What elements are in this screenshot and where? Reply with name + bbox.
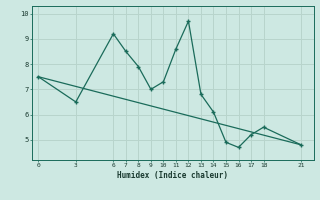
X-axis label: Humidex (Indice chaleur): Humidex (Indice chaleur) xyxy=(117,171,228,180)
